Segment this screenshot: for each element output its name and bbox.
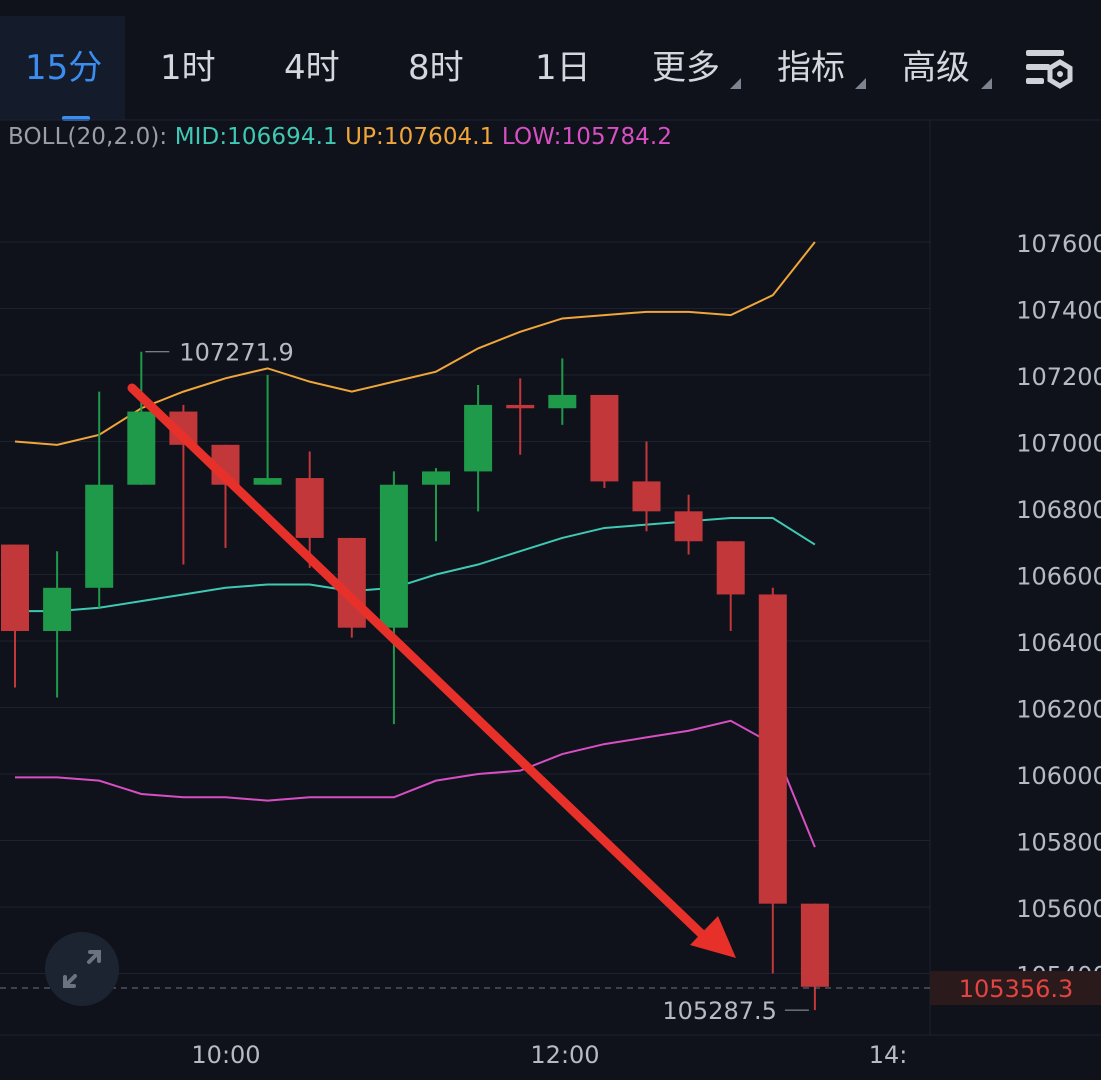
boll-low-value: LOW:105784.2: [501, 124, 673, 150]
expand-icon: [63, 950, 101, 988]
interval-toolbar: 15分 1时 4时 8时 1日 更多 指标 高级: [0, 0, 1101, 121]
y-tick-label: 106000: [1016, 762, 1101, 790]
boll-indicator-legend: BOLL(20,2.0): MID:106694.1 UP:107604.1 L…: [8, 124, 672, 150]
candle-body-down: [716, 541, 745, 595]
candle-body-up: [85, 484, 114, 588]
tab-1h[interactable]: 1时: [160, 48, 216, 88]
boll-lower-line: [15, 719, 816, 848]
tab-8h[interactable]: 8时: [408, 48, 464, 88]
tab-15m[interactable]: 15分: [25, 48, 103, 88]
boll-label: BOLL(20,2.0):: [8, 124, 168, 150]
candle-body-up: [127, 411, 156, 485]
y-tick-label: 107200: [1016, 363, 1101, 391]
candle-body-up: [464, 404, 493, 472]
menu-more-label: 更多: [652, 48, 720, 88]
candle-body-down: [800, 903, 829, 987]
y-tick-label: 107000: [1016, 430, 1101, 458]
candle-body-up: [43, 587, 72, 632]
active-tab-indicator: [62, 116, 90, 121]
y-tick-label: 107600: [1016, 230, 1101, 258]
y-tick-label: 106400: [1016, 629, 1101, 657]
low-price-label: 105287.5: [662, 997, 777, 1025]
caret-down-icon: [730, 78, 741, 89]
tab-4h[interactable]: 4时: [284, 48, 340, 88]
candle-body-up: [379, 484, 408, 628]
candle-body-down: [590, 394, 619, 482]
boll-mid-value: MID:106694.1: [174, 124, 338, 150]
menu-indicators[interactable]: 指标: [777, 40, 845, 100]
candle-body-down: [758, 594, 787, 904]
y-tick-label: 105600: [1016, 895, 1101, 923]
candle-body-up: [548, 394, 577, 409]
chart-settings-icon[interactable]: [1020, 44, 1076, 94]
y-tick-label: 106200: [1016, 696, 1101, 724]
y-tick-label: 106800: [1016, 496, 1101, 524]
x-tick-label: 14:: [869, 1041, 908, 1069]
candle-body-down: [674, 511, 703, 542]
x-tick-label: 12:00: [530, 1041, 599, 1069]
tab-1d[interactable]: 1日: [535, 48, 591, 88]
active-tab-highlight: [0, 16, 125, 120]
candle-body-up: [253, 478, 282, 485]
high-price-label: 107271.9: [179, 339, 294, 367]
trend-arrow-shaft: [127, 383, 717, 949]
candle-body-up: [422, 471, 450, 485]
menu-indicators-label: 指标: [777, 48, 845, 88]
menu-advanced[interactable]: 高级: [902, 40, 970, 100]
trend-arrow-head: [690, 916, 736, 958]
y-tick-label: 105800: [1016, 829, 1101, 857]
caret-down-icon: [981, 78, 992, 89]
candle-body-down: [632, 481, 661, 512]
last-price-tag: [930, 971, 1101, 1006]
y-tick-label: 106600: [1016, 563, 1101, 591]
candle-body-down: [1, 544, 29, 632]
y-tick-label: 107400: [1016, 297, 1101, 325]
x-tick-label: 10:00: [191, 1041, 260, 1069]
menu-advanced-label: 高级: [902, 48, 970, 88]
caret-down-icon: [855, 78, 866, 89]
last-price-value: 105356.3: [959, 975, 1074, 1003]
candle-body-down: [506, 404, 535, 409]
menu-more[interactable]: 更多: [652, 40, 720, 100]
expand-chart-button[interactable]: [45, 932, 119, 1006]
candle-body-down: [295, 478, 324, 538]
boll-up-value: UP:107604.1: [345, 124, 495, 150]
